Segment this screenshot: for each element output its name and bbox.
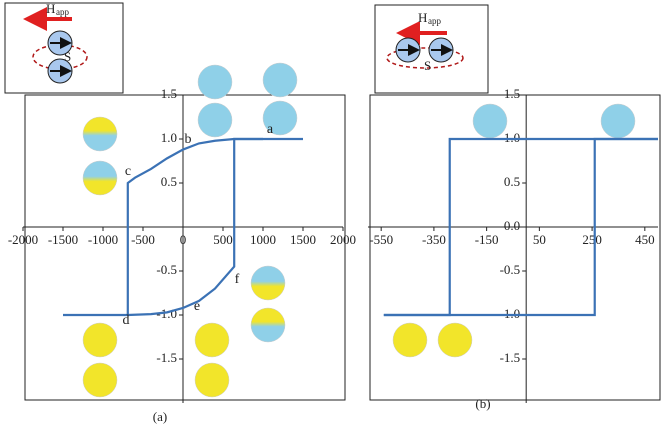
x-tick-label: 50 [533, 232, 546, 247]
x-tick-label: 250 [582, 232, 602, 247]
figure: H app S H app S -2000 -1500 -1000 -500 0 500 1… [0, 0, 663, 430]
x-tick-label: 500 [213, 232, 233, 247]
spin-images [83, 63, 635, 397]
spacing-label: S [424, 58, 431, 73]
caption: (b) [475, 396, 490, 411]
field-subscript: app [56, 7, 69, 17]
point-label: b [185, 132, 192, 147]
x-tick-label: 1000 [250, 232, 276, 247]
y-tick-label: 1.5 [161, 86, 177, 101]
y-tick-label: 1.5 [504, 86, 520, 101]
y-tick-label: -1.0 [500, 306, 521, 321]
x-tick-label: 450 [635, 232, 655, 247]
y-tick-label: 0.5 [161, 174, 177, 189]
point-label: f [235, 272, 240, 287]
x-tick-label: 2000 [330, 232, 356, 247]
x-tick-label: -1000 [88, 232, 118, 247]
caption: (a) [153, 409, 167, 424]
inset: H app S [5, 1, 123, 93]
x-tick-label: -150 [475, 232, 499, 247]
x-tick-label: -1500 [48, 232, 78, 247]
point-label: a [267, 122, 274, 137]
x-tick-label: -2000 [8, 232, 38, 247]
y-tick-label: 1.0 [161, 130, 177, 145]
x-tick-label: -350 [422, 232, 446, 247]
spacing-label: S [64, 49, 71, 64]
field-subscript: app [428, 16, 441, 26]
y-tick-label: 0.0 [504, 218, 520, 233]
y-tick-label: 1.0 [504, 130, 520, 145]
y-tick-label: -1.5 [500, 350, 521, 365]
inset: H app S [375, 5, 488, 93]
point-label: e [194, 299, 200, 314]
field-label: H [46, 1, 55, 16]
x-tick-label: 1500 [290, 232, 316, 247]
x-tick-label: -500 [131, 232, 155, 247]
y-tick-label: -1.5 [156, 350, 177, 365]
field-label: H [418, 10, 427, 25]
x-tick-label: 0 [180, 232, 187, 247]
y-tick-label: -0.5 [156, 262, 177, 277]
point-label: d [123, 313, 130, 328]
y-tick-label: 0.5 [504, 174, 520, 189]
x-tick-label: -550 [369, 232, 393, 247]
point-label: c [125, 164, 131, 179]
y-tick-label: -0.5 [500, 262, 521, 277]
